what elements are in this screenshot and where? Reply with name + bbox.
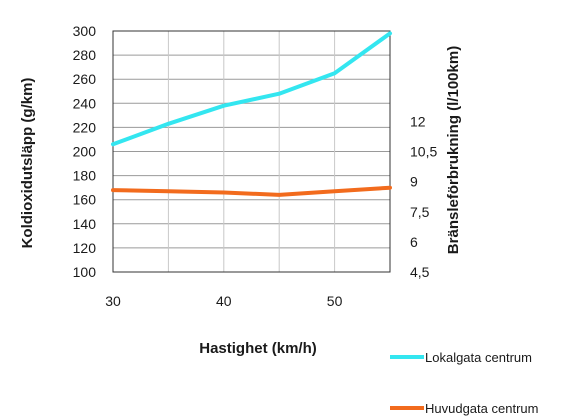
legend-label-1: Lokalgata centrum — [425, 350, 532, 365]
y2-tick-label: 12 — [410, 113, 426, 129]
y-tick-label: 220 — [73, 119, 97, 135]
y-tick-label: 180 — [73, 168, 97, 184]
y2-tick-label: 6 — [410, 234, 418, 250]
y2-tick-label: 9 — [410, 174, 418, 190]
y-tick-label: 100 — [73, 264, 97, 280]
x-tick-label: 30 — [105, 293, 121, 309]
y-tick-label: 160 — [73, 192, 97, 208]
x-axis-ticks: 30 40 50 — [105, 293, 342, 309]
x-tick-label: 50 — [327, 293, 343, 309]
y-axis-ticks: 100 120 140 160 180 200 220 240 260 280 300 — [73, 23, 97, 280]
y2-axis-ticks: 4,5 6 7,5 9 10,5 12 — [410, 113, 437, 280]
y2-tick-label: 4,5 — [410, 264, 430, 280]
x-axis-title: Hastighet (km/h) — [199, 340, 317, 357]
legend-label-2: Huvudgata centrum — [425, 401, 538, 416]
plot-frame — [112, 30, 391, 273]
y-tick-label: 260 — [73, 71, 97, 87]
y-tick-label: 240 — [73, 95, 97, 111]
y-tick-label: 200 — [73, 144, 97, 160]
y-axis-title: Koldioxidutsläpp (g/km) — [19, 78, 36, 249]
y2-axis-title: Bränsleförbrukning (l/100km) — [445, 46, 462, 254]
series-line-1 — [111, 31, 392, 147]
y-tick-label: 300 — [73, 23, 97, 39]
x-tick-label: 40 — [216, 293, 232, 309]
y-tick-label: 140 — [73, 216, 97, 232]
y2-tick-label: 7,5 — [410, 204, 430, 220]
series-line-2 — [111, 185, 392, 197]
series-lines — [111, 31, 392, 197]
y2-tick-label: 10,5 — [410, 144, 437, 160]
grid — [113, 30, 390, 273]
legend: Lokalgata centrum Huvudgata centrum — [390, 350, 538, 416]
y-tick-label: 120 — [73, 240, 97, 256]
y-tick-label: 280 — [73, 47, 97, 63]
